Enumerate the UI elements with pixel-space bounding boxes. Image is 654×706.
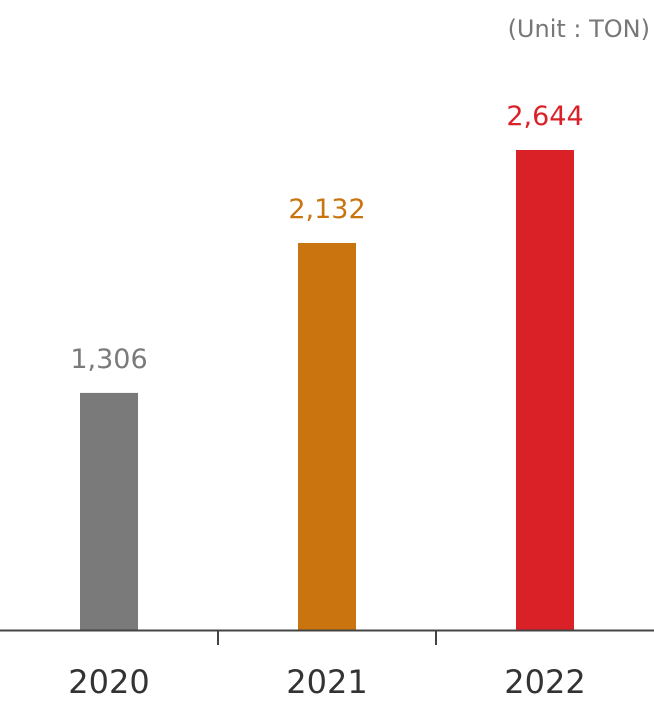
bar-2021 [298,243,356,630]
value-label-2022: 2,644 [506,101,583,132]
unit-label: (Unit : TON) [508,15,650,43]
value-label-2020: 1,306 [70,344,147,375]
x-tick-label-2020: 2020 [68,663,149,701]
x-axis-ticks: 2020 2021 2022 [68,663,585,701]
x-tick-label-2022: 2022 [504,663,585,701]
bar-2020 [80,392,138,630]
bars-group: 1,306 2,132 2,644 [70,101,584,630]
x-tick-label-2021: 2021 [286,663,367,701]
bar-2022 [516,150,574,630]
value-label-2021: 2,132 [288,194,365,225]
